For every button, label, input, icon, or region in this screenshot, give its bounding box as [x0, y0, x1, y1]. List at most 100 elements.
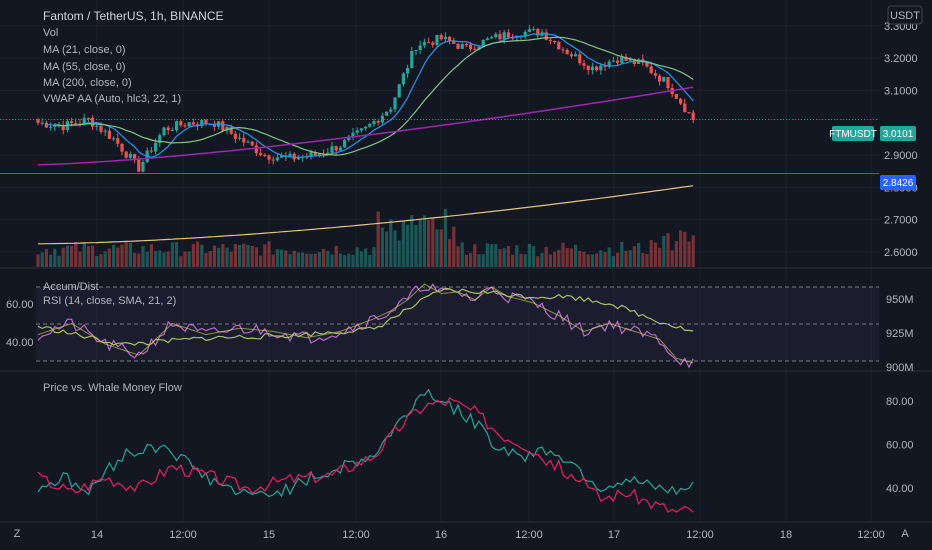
candle-body[interactable]	[389, 109, 393, 112]
candle-body[interactable]	[99, 125, 103, 132]
candle-body[interactable]	[82, 117, 86, 124]
candle-body[interactable]	[439, 35, 443, 40]
candle-body[interactable]	[616, 60, 620, 63]
candle-body[interactable]	[620, 56, 624, 63]
candle-body[interactable]	[595, 66, 599, 71]
candle-body[interactable]	[183, 125, 187, 127]
candle-body[interactable]	[431, 42, 435, 45]
candle-body[interactable]	[368, 124, 372, 127]
indicator-ma200[interactable]: MA (200, close, 0)	[43, 77, 132, 89]
candle-body[interactable]	[666, 77, 670, 88]
indicator-ma55[interactable]: MA (55, close, 0)	[43, 61, 126, 73]
candle-body[interactable]	[443, 36, 447, 40]
candle-body[interactable]	[280, 155, 284, 158]
candle-body[interactable]	[536, 28, 540, 36]
candle-body[interactable]	[649, 66, 653, 74]
candle-body[interactable]	[490, 37, 494, 39]
candle-body[interactable]	[548, 39, 552, 41]
candle-body[interactable]	[565, 49, 569, 55]
candles[interactable]	[36, 24, 695, 173]
candle-body[interactable]	[334, 146, 338, 151]
candle-body[interactable]	[473, 49, 477, 51]
candle-body[interactable]	[427, 42, 431, 44]
candle-body[interactable]	[137, 158, 141, 172]
candle-body[interactable]	[477, 46, 481, 50]
candle-body[interactable]	[624, 56, 628, 61]
candle-body[interactable]	[544, 32, 548, 40]
candle-body[interactable]	[166, 127, 170, 131]
z-button[interactable]: Z	[14, 528, 21, 540]
candle-body[interactable]	[406, 67, 410, 74]
indicator-whale-flow[interactable]: Price vs. Whale Money Flow	[43, 382, 182, 394]
candle-body[interactable]	[191, 122, 195, 125]
candle-body[interactable]	[141, 161, 145, 172]
candle-body[interactable]	[448, 36, 452, 42]
candle-body[interactable]	[162, 127, 166, 136]
candle-body[interactable]	[86, 117, 90, 119]
candle-body[interactable]	[498, 34, 502, 40]
candle-body[interactable]	[401, 73, 405, 85]
candle-body[interactable]	[120, 143, 124, 152]
candle-body[interactable]	[61, 125, 65, 131]
candle-body[interactable]	[246, 141, 250, 143]
candle-body[interactable]	[91, 117, 95, 127]
candle-body[interactable]	[233, 133, 237, 139]
candle-body[interactable]	[460, 43, 464, 49]
candle-body[interactable]	[502, 32, 506, 40]
candle-body[interactable]	[418, 45, 422, 50]
candle-body[interactable]	[95, 125, 99, 127]
candle-body[interactable]	[494, 34, 498, 38]
candle-body[interactable]	[364, 126, 368, 129]
candle-body[interactable]	[469, 44, 473, 50]
candle-body[interactable]	[653, 73, 657, 76]
candle-body[interactable]	[506, 32, 510, 38]
candle-body[interactable]	[599, 65, 603, 71]
candle-body[interactable]	[200, 120, 204, 127]
candle-body[interactable]	[57, 125, 61, 127]
candle-body[interactable]	[561, 49, 565, 51]
candle-body[interactable]	[313, 152, 317, 156]
candle-body[interactable]	[149, 150, 153, 152]
indicator-vol[interactable]: Vol	[43, 27, 58, 39]
candle-body[interactable]	[44, 122, 48, 128]
auto-scale-button[interactable]: A	[901, 528, 909, 540]
indicator-ma21[interactable]: MA (21, close, 0)	[43, 44, 126, 56]
candle-body[interactable]	[103, 130, 107, 132]
candle-body[interactable]	[691, 112, 695, 121]
candle-body[interactable]	[250, 141, 254, 146]
candle-body[interactable]	[107, 130, 111, 139]
candle-body[interactable]	[359, 128, 363, 131]
candle-body[interactable]	[242, 137, 246, 143]
candle-body[interactable]	[309, 152, 313, 157]
indicator-vwap[interactable]: VWAP AA (Auto, hlc3, 22, 1)	[43, 93, 181, 105]
candle-body[interactable]	[254, 145, 258, 154]
candle-body[interactable]	[40, 122, 44, 124]
candle-body[interactable]	[275, 157, 279, 161]
candle-body[interactable]	[611, 60, 615, 62]
candle-body[interactable]	[385, 111, 389, 116]
candle-body[interactable]	[452, 41, 456, 44]
candle-body[interactable]	[607, 61, 611, 67]
candle-body[interactable]	[158, 135, 162, 143]
candle-body[interactable]	[485, 38, 489, 40]
candle-body[interactable]	[456, 43, 460, 49]
candle-body[interactable]	[569, 54, 573, 57]
candle-body[interactable]	[435, 35, 439, 45]
candle-body[interactable]	[603, 65, 607, 67]
candle-body[interactable]	[116, 138, 120, 144]
candle-body[interactable]	[124, 151, 128, 158]
candle-body[interactable]	[464, 43, 468, 45]
candle-body[interactable]	[267, 155, 271, 160]
candle-body[interactable]	[271, 159, 275, 161]
candle-body[interactable]	[658, 75, 662, 82]
indicator-rsi[interactable]: RSI (14, close, SMA, 21, 2)	[43, 295, 176, 307]
candle-body[interactable]	[679, 98, 683, 104]
candle-body[interactable]	[179, 121, 183, 126]
candle-body[interactable]	[662, 77, 666, 82]
candle-body[interactable]	[238, 137, 242, 139]
candle-body[interactable]	[49, 126, 53, 128]
candle-body[interactable]	[229, 127, 233, 134]
candle-body[interactable]	[393, 97, 397, 110]
candle-body[interactable]	[645, 62, 649, 67]
candle-body[interactable]	[343, 140, 347, 148]
